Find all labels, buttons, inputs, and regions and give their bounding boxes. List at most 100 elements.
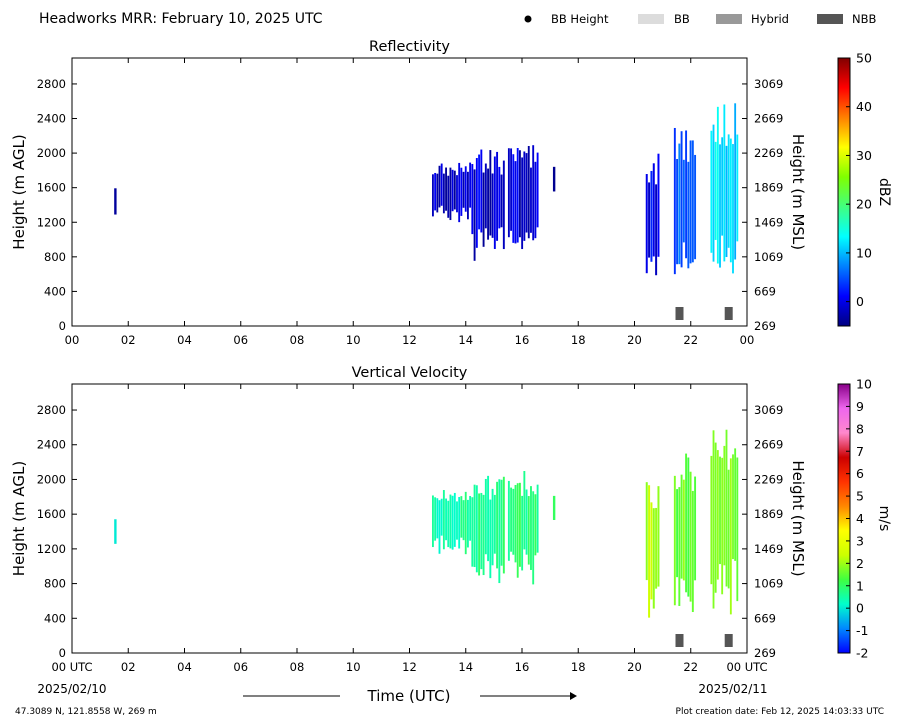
colorbar-tick-label: 4 <box>856 511 864 526</box>
echo-strip <box>682 479 685 581</box>
echo-strip <box>440 498 443 536</box>
echo-strip <box>645 174 648 274</box>
echo-strip <box>719 456 721 565</box>
y2-tick-label: 269 <box>754 319 776 333</box>
station-location: 47.3089 N, 121.8558 W, 269 m <box>15 707 157 717</box>
echo-strip <box>650 170 653 262</box>
echo-strip <box>445 498 447 541</box>
start-date: 2025/02/10 <box>37 682 106 696</box>
echo-strip <box>645 482 648 581</box>
echo-strip <box>460 496 463 538</box>
y2-tick-label: 1469 <box>754 542 783 556</box>
echo-strip <box>434 497 437 541</box>
echo-region <box>114 188 117 215</box>
colorbar-tick-label: 3 <box>856 533 864 548</box>
x-tick-label: 00 <box>740 333 755 347</box>
echo-strip <box>518 482 521 567</box>
colorbar-tick-label: -2 <box>856 646 868 661</box>
colorbar-tick-label: 9 <box>856 399 864 414</box>
echo-region <box>507 471 539 585</box>
echo-strip <box>678 143 681 265</box>
y-tick-label: 1200 <box>37 542 66 556</box>
y-tick-label: 800 <box>44 577 66 591</box>
echo-strip <box>518 150 521 238</box>
echo-strip <box>473 169 476 261</box>
plot-title: Headworks MRR: February 10, 2025 UTC <box>39 11 323 27</box>
echo-strip <box>478 493 481 576</box>
end-date: 2025/02/11 <box>698 682 767 696</box>
echo-strip <box>676 489 679 578</box>
echo-strip <box>648 182 651 258</box>
echo-strip <box>438 165 441 208</box>
echo-strip <box>552 495 556 520</box>
legend-hybrid-swatch <box>716 14 742 24</box>
y-tick-label: 2000 <box>37 146 66 160</box>
x-tick-label: 06 <box>233 660 248 674</box>
colorbar-label: dBZ <box>876 178 892 206</box>
echo-strip <box>487 475 490 562</box>
echo-strip <box>453 170 456 210</box>
echo-strip <box>680 474 683 579</box>
echo-strip <box>694 154 697 260</box>
colorbar-tick-label: 50 <box>856 51 872 66</box>
echo-strip <box>648 485 651 618</box>
echo-strip <box>657 486 660 587</box>
y-tick-label: 800 <box>44 250 66 264</box>
y2-tick-label: 669 <box>754 611 776 625</box>
echo-strip <box>652 163 655 257</box>
echo-strip <box>462 500 465 541</box>
y2-tick-label: 1869 <box>754 181 783 195</box>
x-tick-label: 10 <box>346 660 361 674</box>
echo-strip <box>729 458 732 615</box>
colorbar-tick-label: 30 <box>856 148 872 163</box>
colorbar-tick-label: 7 <box>856 444 864 459</box>
x-tick-label: 18 <box>571 660 586 674</box>
echo-strip <box>527 496 530 565</box>
echo-strip <box>445 167 447 211</box>
colorbar-tick-label: 20 <box>856 197 872 212</box>
echo-region <box>471 149 505 261</box>
x-tick-label: 02 <box>121 333 136 347</box>
y2-axis-label: Height (m MSL) <box>789 134 807 250</box>
echo-strip <box>475 485 478 573</box>
colorbar-tick-label: 10 <box>856 377 872 392</box>
echo-strip <box>456 175 458 213</box>
echo-strip <box>496 151 499 241</box>
x-tick-label: 22 <box>683 660 698 674</box>
x-tick-label: 14 <box>458 660 473 674</box>
echo-strip <box>729 138 732 263</box>
x-tick-label: 12 <box>402 333 417 347</box>
echo-strip <box>727 469 730 589</box>
echo-strip <box>682 159 685 243</box>
echo-strip <box>536 484 539 553</box>
colorbar-tick-label: 0 <box>856 294 864 309</box>
y2-tick-label: 1069 <box>754 250 783 264</box>
y2-tick-label: 1469 <box>754 215 783 229</box>
time-axis-label: Time (UTC) <box>367 687 451 705</box>
echo-strip <box>467 171 469 220</box>
echo-strip <box>527 146 530 239</box>
echo-strip <box>530 167 532 233</box>
echo-strip <box>456 501 458 540</box>
nbb-marker <box>675 634 684 647</box>
echo-strip <box>721 137 724 236</box>
echo-region <box>432 162 472 223</box>
echo-strip <box>523 471 526 550</box>
echo-strip <box>719 144 721 268</box>
echo-region <box>673 127 697 275</box>
nbb-marker <box>675 307 684 320</box>
echo-strip <box>114 519 117 544</box>
panel-title: Reflectivity <box>369 39 450 55</box>
echo-strip <box>725 429 728 587</box>
echo-strip <box>687 457 690 597</box>
echo-strip <box>498 479 501 584</box>
echo-strip <box>449 167 452 221</box>
echo-strip <box>447 500 450 548</box>
echo-region <box>710 429 739 615</box>
echo-strip <box>534 161 537 239</box>
echo-strip <box>536 152 539 228</box>
nbb-marker <box>724 634 733 647</box>
echo-region <box>710 103 739 274</box>
echo-strip <box>512 488 515 555</box>
y-tick-label: 400 <box>44 611 66 625</box>
